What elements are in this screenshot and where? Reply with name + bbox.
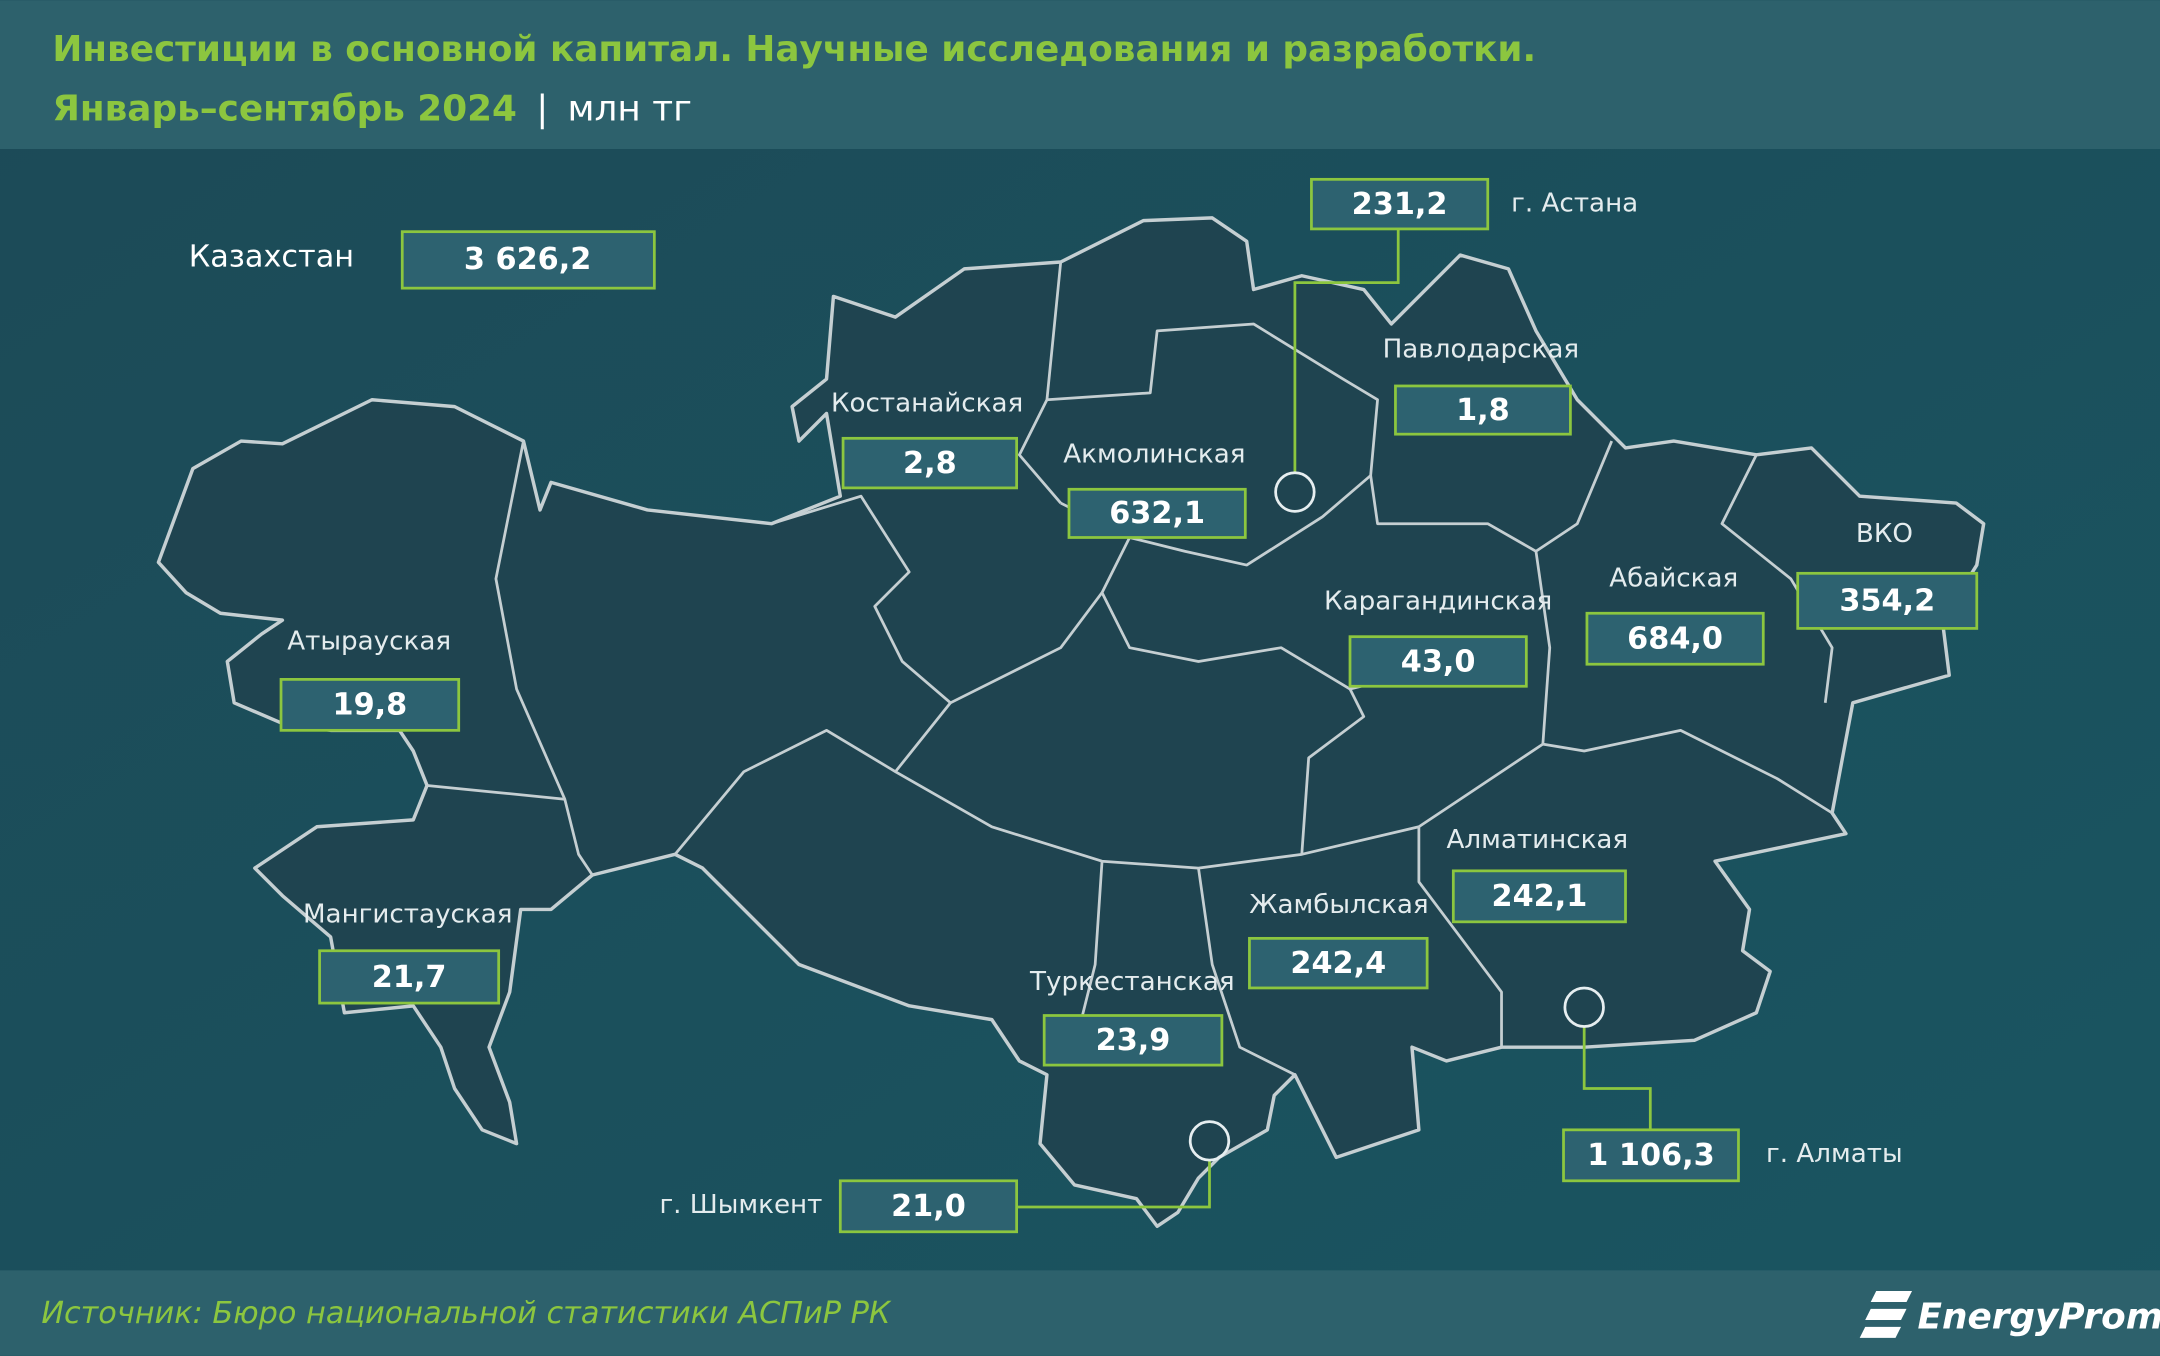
region-value: 1 106,3 <box>1587 1138 1714 1173</box>
header-band <box>0 0 2160 150</box>
logo: EnergyProm <box>1859 1291 2160 1338</box>
region-value: 242,1 <box>1491 879 1587 914</box>
shymkent-marker <box>1188 1120 1231 1162</box>
region-name: Павлодарская <box>1383 335 1580 365</box>
value-box <box>1562 1128 1740 1183</box>
region-value: 684,0 <box>1627 622 1723 657</box>
separator: | <box>536 88 548 129</box>
region-name: Жамбылская <box>1249 890 1428 920</box>
logo-text: EnergyProm <box>1918 1297 2160 1338</box>
value-box <box>1042 1014 1224 1067</box>
almaty-leader <box>1582 1026 1652 1130</box>
region-value: 43,0 <box>1401 644 1476 679</box>
region-value: 1,8 <box>1456 393 1510 428</box>
total-value: 3 626,2 <box>464 242 591 277</box>
astana-leader <box>1293 228 1400 473</box>
value-box <box>318 949 501 1005</box>
region-value: 354,2 <box>1839 584 1935 619</box>
total-name: Казахстан <box>189 239 354 274</box>
region-labels: г. Астана 231,2 Павлодарская 1,8 Костанайска… <box>279 177 1979 1234</box>
region-value: 242,4 <box>1290 946 1386 981</box>
value-box <box>1585 611 1765 666</box>
value-box <box>1451 869 1627 924</box>
almaty-marker <box>1563 986 1605 1028</box>
value-box <box>841 436 1019 490</box>
source: Источник: Бюро национальной статистики А… <box>41 1296 892 1331</box>
region-name: Туркестанская <box>1029 967 1235 997</box>
footer-band <box>0 1270 2160 1356</box>
region-name: г. Астана <box>1511 189 1638 219</box>
region-value: 231,2 <box>1352 187 1448 222</box>
value-box <box>838 1179 1019 1234</box>
region-value: 21,7 <box>372 960 447 995</box>
region-name: Алматинская <box>1447 825 1629 855</box>
region-value: 21,0 <box>891 1189 966 1224</box>
shymkent-leader <box>1016 1160 1211 1209</box>
value-box <box>1394 384 1572 436</box>
subtitle: Январь–сентябрь 2024 | млн тг <box>52 88 692 129</box>
logo-icon <box>1859 1291 1913 1338</box>
region-name: Атырауская <box>287 627 451 657</box>
region-name: Карагандинская <box>1324 587 1552 617</box>
map <box>156 216 1986 1228</box>
region-value: 632,1 <box>1109 496 1205 531</box>
total-box <box>400 230 656 290</box>
region-value: 23,9 <box>1096 1023 1171 1058</box>
region-name: ВКО <box>1856 519 1913 549</box>
region-name: г. Шымкент <box>659 1190 822 1220</box>
value-box <box>1067 487 1247 539</box>
leaders <box>1016 228 1652 1209</box>
region-value: 19,8 <box>332 688 407 723</box>
region-name: г. Алматы <box>1766 1139 1903 1169</box>
value-box <box>279 678 461 732</box>
value-box <box>1248 936 1429 990</box>
region-value: 2,8 <box>903 446 957 481</box>
title: Инвестиции в основной капитал. Научные и… <box>52 29 1536 70</box>
value-box <box>1310 177 1490 231</box>
period: Январь–сентябрь 2024 <box>52 88 517 129</box>
region-borders <box>426 261 1834 1076</box>
value-box <box>1348 635 1528 688</box>
astana-marker <box>1274 471 1316 513</box>
unit: млн тг <box>568 88 692 129</box>
region-name: Абайская <box>1609 563 1738 593</box>
region-name: Акмолинская <box>1063 439 1245 469</box>
region-name: Мангистауская <box>303 899 513 929</box>
value-box <box>1796 571 1979 630</box>
region-name: Костанайская <box>831 388 1023 418</box>
